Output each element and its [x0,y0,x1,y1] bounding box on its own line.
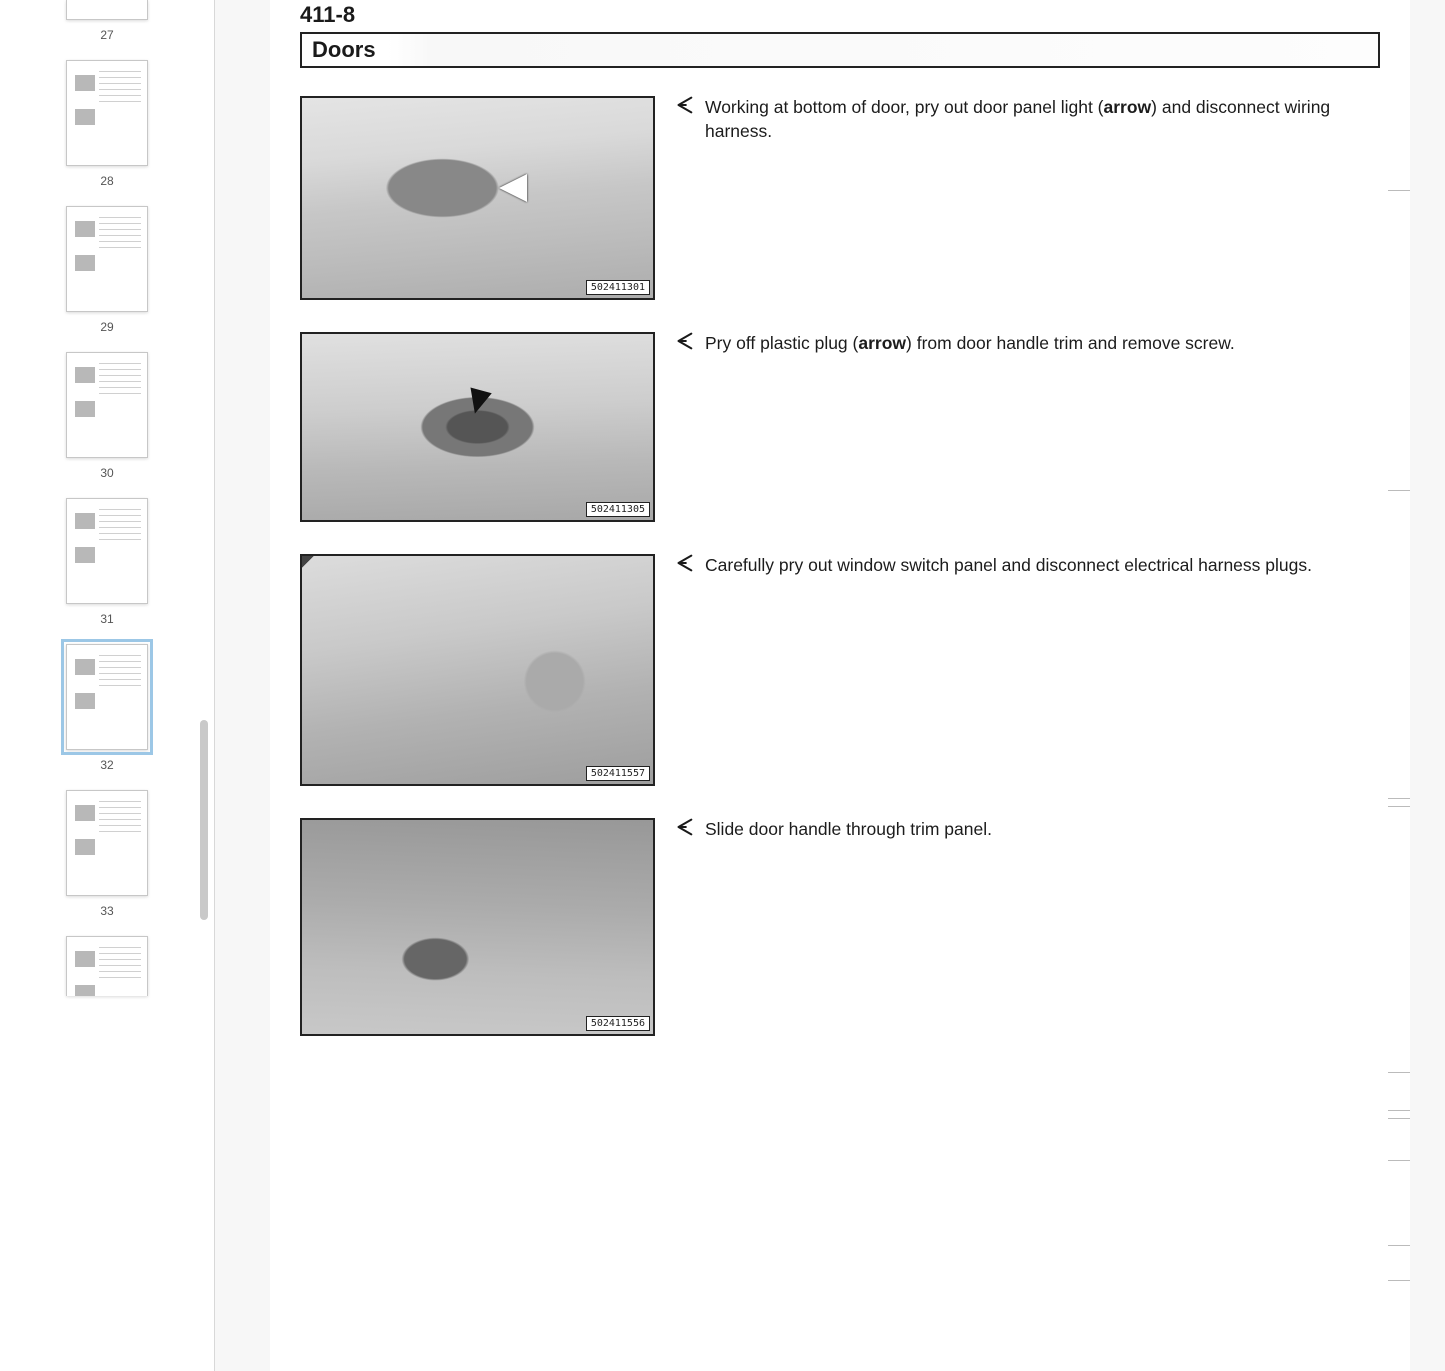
callout-arrow-icon [499,174,527,202]
thumbnail-image [66,790,148,896]
thumbnail-image [66,0,148,20]
photo-reference-number: 502411305 [586,502,650,517]
step-text-column: Slide door handle through trim panel. [655,818,1380,842]
section-title: Doors [312,37,376,62]
thumbnail-image [66,60,148,166]
sidebar-scrollbar-thumb[interactable] [200,720,208,920]
step-text-column: Pry off plastic plug (arrow) from door h… [655,332,1380,356]
section-code: 411-8 [300,0,1380,28]
thumbnail-sidebar: 27 28 29 30 31 32 33 [0,0,215,1371]
step-text-column: Carefully pry out window switch panel an… [655,554,1380,578]
step-instruction-text: Carefully pry out window switch panel an… [705,554,1312,578]
thumbnail-image [66,206,148,312]
thumbnail-number: 30 [100,466,113,480]
instruction-step: 502411557 Carefully pry out window switch… [300,554,1380,786]
thumbnail-number: 27 [100,28,113,42]
thumbnail-image [66,352,148,458]
page-edge-artifacts [1380,0,1410,1371]
thumbnail-number: 31 [100,612,113,626]
instruction-arrow-icon [673,94,695,116]
thumbnail-number: 28 [100,174,113,188]
step-instruction-text: Working at bottom of door, pry out door … [705,96,1380,143]
instruction-arrow-icon [673,816,695,838]
step-instruction-text: Pry off plastic plug (arrow) from door h… [705,332,1235,356]
step-photo: 502411301 [300,96,655,300]
step-photo: 502411556 [300,818,655,1036]
section-title-box: Doors [300,32,1380,68]
thumbnail-image [66,498,148,604]
thumbnail-image [66,644,148,750]
document-page: 411-8 Doors 502411301 Working at bottom o… [270,0,1410,1371]
photo-reference-number: 502411557 [586,766,650,781]
thumbnail-image [66,936,148,996]
photo-reference-number: 502411556 [586,1016,650,1031]
thumbnail-page-33[interactable]: 33 [66,790,148,918]
instruction-arrow-icon [673,330,695,352]
step-text-column: Working at bottom of door, pry out door … [655,96,1380,143]
sidebar-scrollbar-track[interactable] [202,0,210,1371]
step-instruction-text: Slide door handle through trim panel. [705,818,992,842]
thumbnail-page-27[interactable]: 27 [66,0,148,42]
step-photo: 502411557 [300,554,655,786]
thumbnail-number: 33 [100,904,113,918]
step-photo: 502411305 [300,332,655,522]
instruction-arrow-icon [673,552,695,574]
instruction-step: 502411556 Slide door handle through trim … [300,818,1380,1036]
thumbnail-page-29[interactable]: 29 [66,206,148,334]
thumbnail-page-31[interactable]: 31 [66,498,148,626]
thumbnail-page-32[interactable]: 32 [66,644,148,772]
thumbnail-page-28[interactable]: 28 [66,60,148,188]
document-viewport[interactable]: 411-8 Doors 502411301 Working at bottom o… [215,0,1445,1371]
thumbnail-page-30[interactable]: 30 [66,352,148,480]
thumbnail-page-34[interactable] [66,936,148,996]
instruction-step: 502411301 Working at bottom of door, pry … [300,96,1380,300]
photo-reference-number: 502411301 [586,280,650,295]
instruction-step: 502411305 Pry off plastic plug (arrow) fr… [300,332,1380,522]
thumbnail-number: 32 [100,758,113,772]
thumbnail-number: 29 [100,320,113,334]
